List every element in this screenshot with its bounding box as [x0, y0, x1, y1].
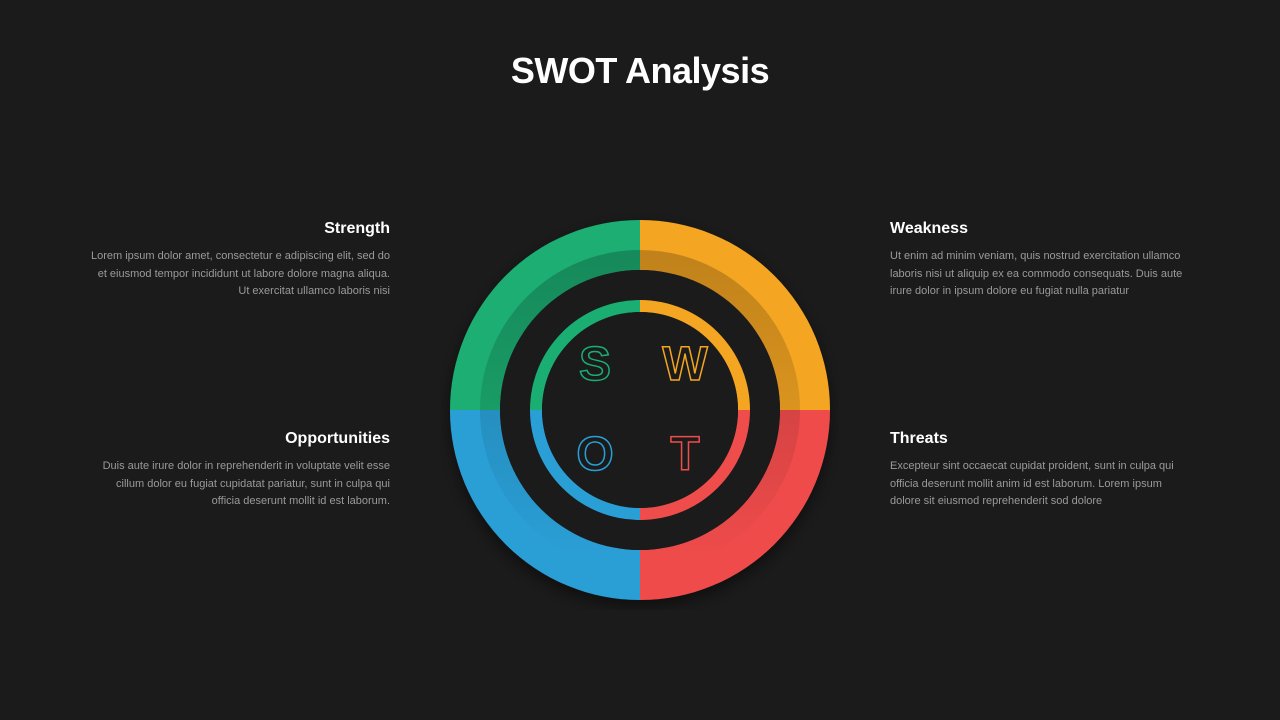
threats-body: Excepteur sint occaecat cupidat proident…: [890, 458, 1190, 511]
opportunities-heading: Opportunities: [90, 430, 390, 448]
letter-o: O: [576, 431, 613, 479]
quadrant-opportunities: Opportunities Duis aute irure dolor in r…: [90, 430, 390, 511]
letter-s: S: [579, 341, 611, 389]
page-title: SWOT Analysis: [0, 0, 1280, 92]
quadrant-threats: Threats Excepteur sint occaecat cupidat …: [890, 430, 1190, 511]
threats-heading: Threats: [890, 430, 1190, 448]
strength-body: Lorem ipsum dolor amet, consectetur e ad…: [90, 248, 390, 301]
center-letters: S W O T: [550, 320, 730, 500]
weakness-heading: Weakness: [890, 220, 1190, 238]
weakness-body: Ut enim ad minim veniam, quis nostrud ex…: [890, 248, 1190, 301]
quadrant-strength: Strength Lorem ipsum dolor amet, consect…: [90, 220, 390, 301]
swot-stage: Strength Lorem ipsum dolor amet, consect…: [0, 150, 1280, 670]
strength-heading: Strength: [90, 220, 390, 238]
swot-donut: S W O T: [440, 210, 840, 610]
letter-t: T: [670, 431, 699, 479]
opportunities-body: Duis aute irure dolor in reprehenderit i…: [90, 458, 390, 511]
letter-w: W: [662, 341, 707, 389]
quadrant-weakness: Weakness Ut enim ad minim veniam, quis n…: [890, 220, 1190, 301]
